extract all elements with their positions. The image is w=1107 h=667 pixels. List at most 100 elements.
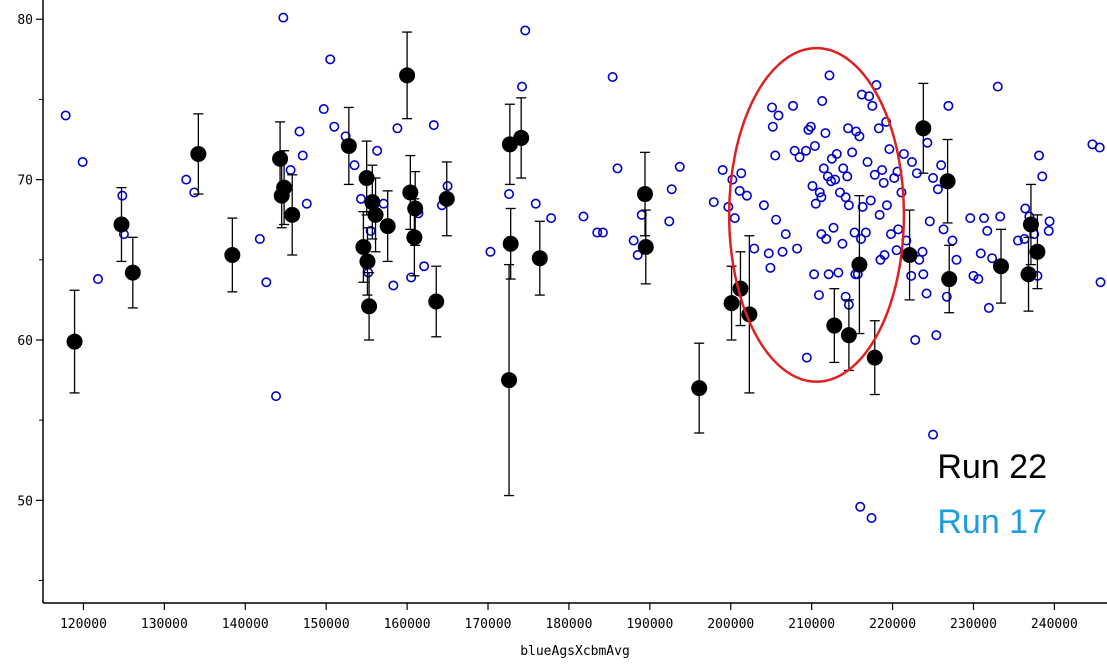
run17-point	[117, 190, 128, 201]
run17-point	[830, 174, 841, 185]
run17-point	[938, 224, 949, 235]
run17-point	[813, 290, 824, 301]
run22-point	[941, 244, 958, 314]
run17-point	[278, 12, 289, 23]
x-tick-label: 190000	[626, 617, 673, 632]
run17-point	[632, 249, 643, 260]
run22-marker	[406, 229, 423, 246]
run22-point	[402, 154, 419, 230]
run17-point	[965, 213, 976, 224]
x-tick-label: 180000	[545, 617, 592, 632]
run22-marker	[367, 206, 384, 223]
run17-point	[666, 184, 677, 195]
x-tick-label: 120000	[60, 617, 107, 632]
run22-series	[66, 31, 1046, 497]
x-tick-label: 240000	[1031, 617, 1078, 632]
legend-run17: Run 17	[937, 503, 1047, 541]
run22-marker	[502, 235, 519, 252]
run17-point	[873, 123, 884, 134]
run17-point	[597, 227, 608, 238]
run17-point	[837, 238, 848, 249]
run22-marker	[1020, 266, 1037, 283]
run17-point	[442, 181, 453, 192]
run22-marker	[851, 256, 868, 273]
run17-point	[898, 148, 909, 159]
run17-point	[801, 145, 812, 156]
run17-point	[741, 190, 752, 201]
run22-marker	[355, 238, 372, 255]
x-tick-label: 200000	[707, 617, 754, 632]
run17-point	[297, 150, 308, 161]
run22-point	[399, 31, 416, 120]
run17-point	[365, 225, 376, 236]
run22-marker	[340, 137, 357, 154]
run22-marker	[402, 184, 419, 201]
run22-point	[915, 82, 932, 174]
run22-marker	[379, 218, 396, 235]
run22-point	[637, 209, 654, 285]
run17-point	[821, 233, 832, 244]
y-tick-label: 60	[17, 334, 33, 349]
run17-point	[517, 81, 528, 92]
run22-marker	[531, 250, 548, 267]
highlight-ellipse	[727, 46, 906, 383]
run17-point	[941, 291, 952, 302]
run17-point	[818, 163, 829, 174]
run17-point	[834, 187, 845, 198]
run17-point	[983, 302, 994, 313]
run17-point	[875, 254, 886, 265]
run17-point	[893, 224, 904, 235]
run17-point	[928, 429, 939, 440]
run17-point	[877, 164, 888, 175]
run17-point	[349, 160, 360, 171]
run22-marker	[1022, 216, 1039, 233]
run22-point	[124, 236, 141, 309]
x-tick-label: 150000	[303, 617, 350, 632]
run17-point	[867, 100, 878, 111]
run17-point	[372, 145, 383, 156]
run22-marker	[66, 333, 83, 350]
run22-point	[407, 170, 424, 247]
x-tick-label: 170000	[465, 617, 512, 632]
run22-point	[1029, 214, 1046, 290]
run17-point	[419, 261, 430, 272]
run22-point	[513, 97, 530, 179]
run17-point	[788, 100, 799, 111]
run22-point	[113, 186, 130, 263]
x-axis-ticks: 120000 130000 140000 150000 160000 170000 1800…	[60, 603, 1078, 632]
run22-marker	[276, 179, 293, 196]
run17-point	[765, 262, 776, 273]
run22-point	[939, 138, 956, 224]
run22-marker	[124, 264, 141, 281]
run17-point	[717, 164, 728, 175]
run22-marker	[190, 145, 207, 162]
run22-point	[284, 174, 301, 256]
run17-point	[736, 168, 747, 179]
run17-point	[770, 150, 781, 161]
run22-marker	[993, 258, 1010, 275]
run17-point	[860, 227, 871, 238]
run17-point	[607, 71, 618, 82]
run17-point	[271, 391, 282, 402]
run22-point	[224, 217, 241, 293]
run17-point	[810, 198, 821, 209]
run17-point	[674, 161, 685, 172]
run22-point	[826, 288, 843, 364]
run22-marker	[361, 298, 378, 315]
run22-point	[355, 211, 372, 283]
run17-point	[881, 200, 892, 211]
run17-point	[857, 201, 868, 212]
run17-point	[869, 169, 880, 180]
run17-point	[820, 128, 831, 139]
run17-point	[763, 248, 774, 259]
run22-point	[340, 106, 357, 186]
run17-point	[866, 513, 877, 524]
run17-point	[771, 214, 782, 225]
run22-point	[501, 103, 518, 186]
run22-marker	[513, 129, 530, 146]
x-axis-title: blueAgsXcbmAvg	[520, 644, 630, 659]
run22-point	[1020, 236, 1037, 312]
run17-point	[388, 280, 399, 291]
run17-point	[814, 187, 825, 198]
legend-run22: Run 22	[937, 448, 1047, 486]
